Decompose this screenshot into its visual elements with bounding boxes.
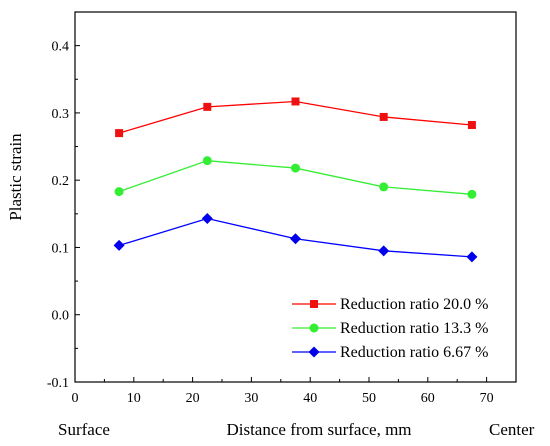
series-line <box>118 100 472 134</box>
x-tick-label: 20 <box>186 391 200 406</box>
series-1 <box>115 97 476 138</box>
legend-label: Reduction ratio 6.67 % <box>340 344 488 361</box>
data-point <box>291 97 300 106</box>
x-tick-label: 70 <box>480 391 494 406</box>
legend: Reduction ratio 20.0 % Reduction ratio 13… <box>292 296 488 361</box>
data-point <box>379 182 389 192</box>
y-tick-label: 0.4 <box>52 40 70 55</box>
x-tick-label: 0 <box>72 391 79 406</box>
series-3 <box>113 213 478 263</box>
legend-entry: Reduction ratio 20.0 % <box>292 296 488 313</box>
y-tick-label: 0.1 <box>52 241 70 256</box>
legend-marker <box>309 323 319 333</box>
x-tick-label: 40 <box>303 391 317 406</box>
x-tick-label: 50 <box>362 391 376 406</box>
legend-marker <box>310 300 318 308</box>
y-axis-ticks: -0.1 0.0 0.1 0.2 0.3 0.4 <box>47 11 80 391</box>
data-point <box>379 112 388 121</box>
legend-label: Reduction ratio 20.0 % <box>340 296 488 313</box>
data-point <box>113 239 125 251</box>
y-tick-label: 0.0 <box>52 309 70 324</box>
y-tick-label: 0.2 <box>52 174 70 189</box>
x-tick-label: 60 <box>421 391 435 406</box>
plot-border <box>74 11 517 383</box>
data-point <box>201 213 213 225</box>
legend-entry: Reduction ratio 13.3 % <box>292 320 488 337</box>
data-point <box>290 233 301 245</box>
y-tick-label: 0.3 <box>52 107 70 122</box>
center-label: Center <box>489 420 535 439</box>
data-point <box>467 189 477 199</box>
series-2 <box>114 156 477 199</box>
x-axis-title: Distance from surface, mm <box>226 420 411 439</box>
x-tick-label: 10 <box>127 391 141 406</box>
data-point <box>203 102 212 111</box>
data-point <box>115 129 124 138</box>
legend-entry: Reduction ratio 6.67 % <box>292 344 488 361</box>
data-point <box>466 251 478 263</box>
data-point <box>291 163 300 173</box>
data-point <box>467 121 476 130</box>
data-point <box>114 187 124 197</box>
data-point <box>378 245 390 257</box>
x-tick-label: 30 <box>244 391 258 406</box>
y-axis-title: Plastic strain <box>6 133 25 221</box>
x-axis-ticks: 0 10 20 30 40 50 60 70 <box>72 377 494 406</box>
plot-frame <box>74 11 517 383</box>
legend-label: Reduction ratio 13.3 % <box>340 320 488 337</box>
surface-label: Surface <box>58 420 110 439</box>
y-tick-label: -0.1 <box>47 376 69 391</box>
data-point <box>202 156 212 166</box>
series-layer <box>113 97 478 263</box>
legend-marker <box>308 346 320 358</box>
